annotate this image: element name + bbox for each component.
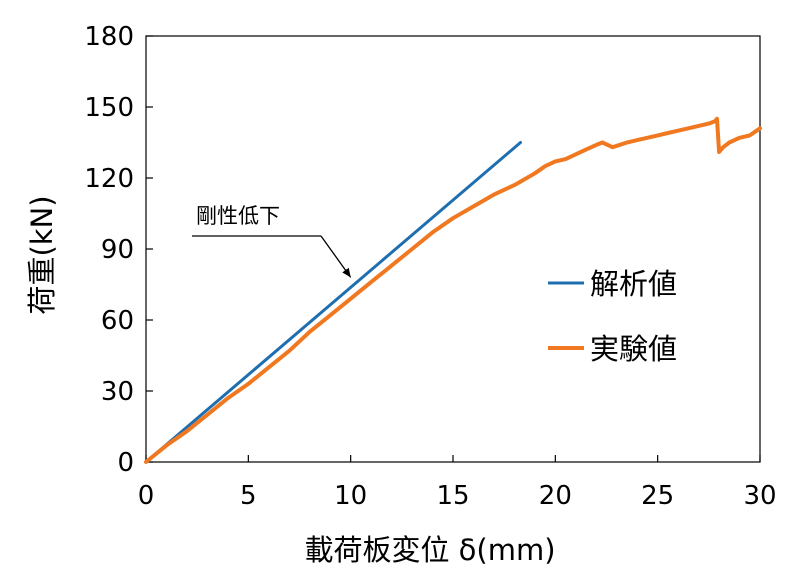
y-tick-label: 150 xyxy=(84,93,134,123)
series-line-analysis xyxy=(144,141,522,464)
y-tick-label: 60 xyxy=(101,306,134,336)
x-tick-label: 20 xyxy=(539,481,572,511)
x-axis: 0 5 10 15 20 25 30 xyxy=(138,455,777,511)
series-layer xyxy=(144,116,762,464)
annotation-label: 剛性低下 xyxy=(196,204,280,228)
plot-area xyxy=(145,35,761,463)
annotation-arrow xyxy=(320,235,352,278)
y-tick-label: 0 xyxy=(117,448,134,478)
series-line-experiment xyxy=(144,116,762,464)
y-tick-label: 90 xyxy=(101,235,134,265)
x-tick-label: 15 xyxy=(436,481,469,511)
y-tick-label: 120 xyxy=(84,164,134,194)
legend-label-analysis: 解析値 xyxy=(590,267,677,301)
legend-label-experiment: 実験値 xyxy=(590,332,677,366)
x-axis-label: 載荷板変位 δ(mm) xyxy=(304,533,555,567)
y-tick-label: 30 xyxy=(101,377,134,407)
x-tick-label: 30 xyxy=(743,481,776,511)
x-tick-label: 0 xyxy=(138,481,155,511)
annotation: 剛性低下 xyxy=(192,204,352,278)
x-tick-label: 5 xyxy=(240,481,257,511)
y-tick-label: 180 xyxy=(84,22,134,52)
y-axis-label: 荷重(kN) xyxy=(25,195,59,314)
x-tick-label: 25 xyxy=(641,481,674,511)
x-tick-label: 10 xyxy=(334,481,367,511)
legend: 解析値 実験値 xyxy=(548,267,677,366)
y-axis: 0 30 60 90 120 150 180 xyxy=(84,22,153,478)
